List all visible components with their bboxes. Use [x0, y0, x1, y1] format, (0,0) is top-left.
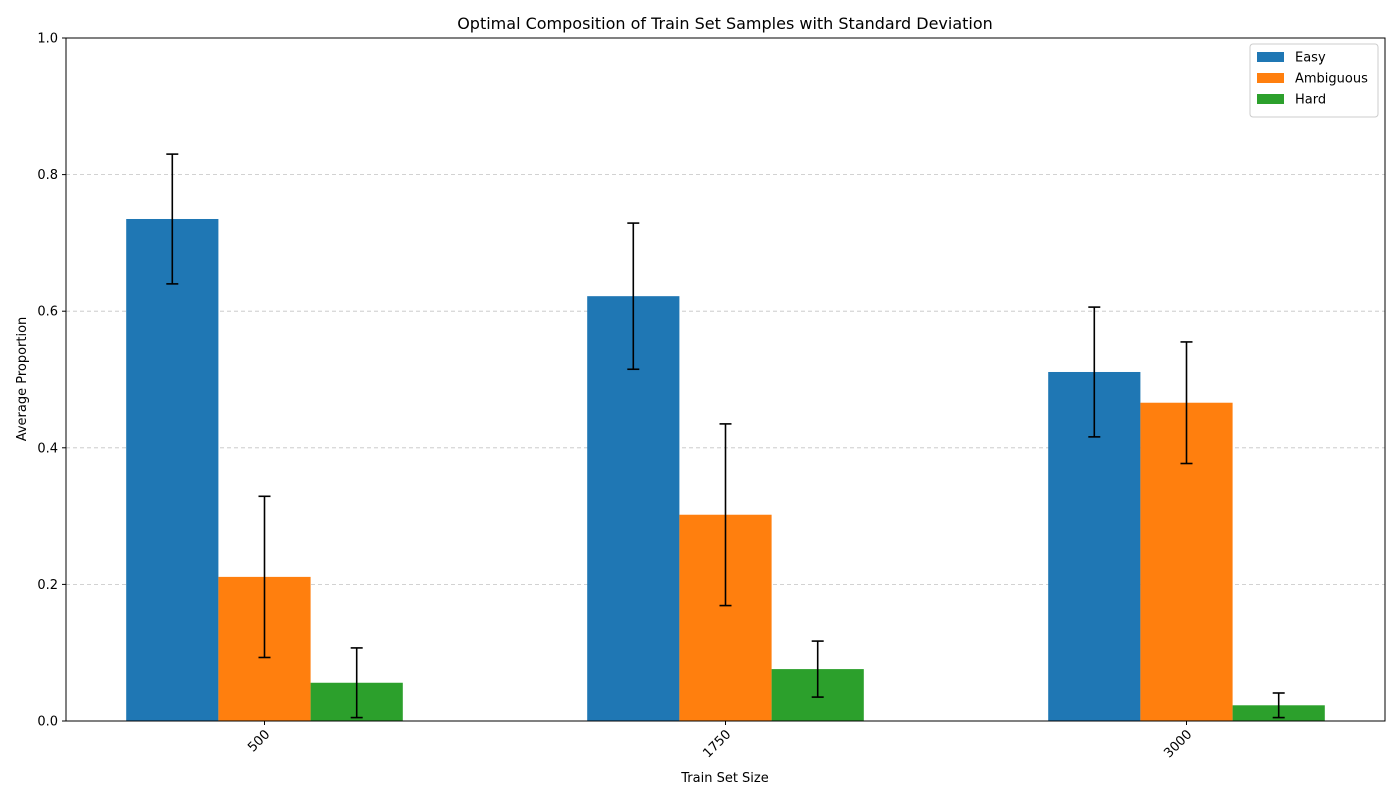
legend-item-hard: Hard [1257, 93, 1326, 108]
error-bar-hard-1750 [811, 640, 824, 698]
error-bar-easy-3000 [1088, 306, 1101, 438]
legend-label: Ambiguous [1295, 72, 1368, 87]
y-axis: 0.0 0.2 0.4 0.6 0.8 1.0 [37, 32, 66, 730]
error-bar-hard-500 [350, 647, 363, 719]
legend-swatch [1257, 94, 1284, 104]
legend-label: Hard [1295, 93, 1326, 108]
legend-swatch [1257, 73, 1284, 83]
error-bar-hard-3000 [1272, 692, 1285, 719]
x-tick-label: 1750 [700, 727, 734, 761]
legend-swatch [1257, 52, 1284, 62]
error-bar-easy-500 [166, 153, 179, 285]
legend-label: Easy [1295, 51, 1326, 66]
bar-easy-500 [126, 218, 219, 721]
x-tick-label: 3000 [1161, 727, 1195, 761]
x-axis-label: Train Set Size [680, 771, 769, 786]
legend-item-ambiguous: Ambiguous [1257, 72, 1368, 87]
error-bar-ambiguous-500 [258, 495, 271, 659]
y-axis-label: Average Proportion [15, 317, 30, 442]
legend-item-easy: Easy [1257, 51, 1326, 66]
y-tick-label: 0.0 [37, 715, 58, 730]
error-bar-ambiguous-3000 [1180, 341, 1193, 465]
error-bar-ambiguous-1750 [719, 423, 732, 607]
y-tick-label: 0.8 [37, 168, 58, 183]
y-tick-label: 0.6 [37, 305, 58, 320]
y-tick-label: 1.0 [37, 32, 58, 47]
x-axis: 500 1750 3000 [245, 721, 1195, 761]
errorbar-layer [166, 153, 1285, 719]
x-tick-label: 500 [245, 727, 273, 755]
legend: Easy Ambiguous Hard [1249, 43, 1379, 118]
error-bar-easy-1750 [627, 222, 640, 371]
chart-title: Optimal Composition of Train Set Samples… [457, 14, 993, 33]
y-tick-label: 0.2 [37, 578, 58, 593]
y-tick-label: 0.4 [37, 441, 58, 456]
